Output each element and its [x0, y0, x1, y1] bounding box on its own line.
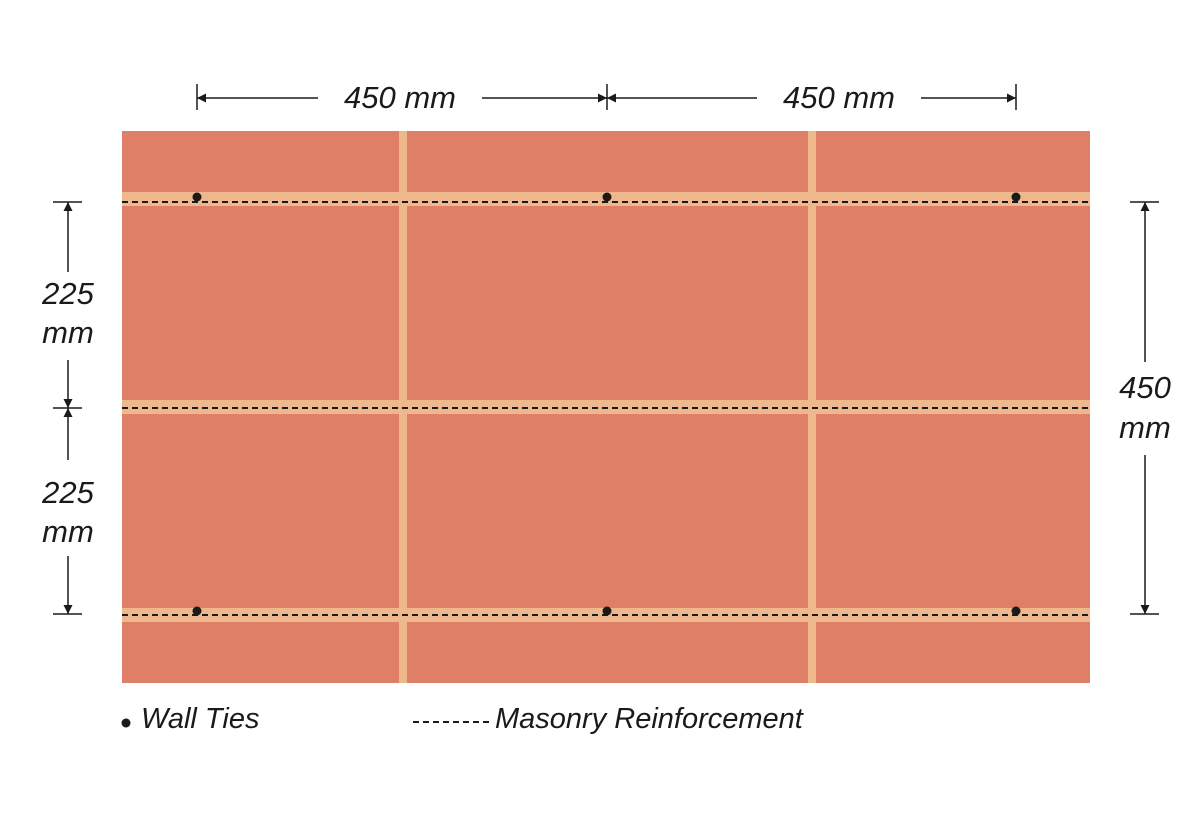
brick: [122, 131, 399, 192]
legend-wall-ties-label: Wall Ties: [141, 703, 259, 735]
brick: [407, 622, 808, 683]
brick: [816, 622, 1090, 683]
wall-ties: [192, 192, 1021, 616]
wall-tie-dot: [192, 606, 202, 616]
top-right-dimension-label: 450 mm: [783, 80, 895, 115]
brick-courses: [122, 131, 1090, 683]
top-dimension-lines: [196, 84, 1017, 110]
wall-tie-dot: [192, 192, 202, 202]
brick: [816, 131, 1090, 192]
wall-tie-dot: [1011, 606, 1021, 616]
wall-tie-dot: [602, 606, 612, 616]
legend: Wall Ties Masonry Reinforcement: [121, 703, 805, 735]
legend-masonry-reinforcement-label: Masonry Reinforcement: [495, 703, 805, 735]
brick: [122, 622, 399, 683]
wall-tie-dot: [1011, 192, 1021, 202]
brick: [816, 414, 1090, 608]
brick: [816, 206, 1090, 400]
right-dimension-lines: [1130, 201, 1159, 615]
brick: [122, 206, 399, 400]
top-left-dimension-label: 450 mm: [344, 80, 456, 115]
left-dimension-lines: [53, 201, 82, 615]
brick: [407, 414, 808, 608]
brick: [407, 131, 808, 192]
brick: [122, 414, 399, 608]
left-upper-dimension-unit: mm: [42, 315, 94, 350]
wall-tie-legend-icon: [121, 718, 131, 728]
left-lower-dimension-unit: mm: [42, 514, 94, 549]
wall-tie-dot: [602, 192, 612, 202]
right-dimension-unit: mm: [1119, 410, 1171, 445]
left-upper-dimension-number: 225: [41, 276, 94, 311]
left-lower-dimension-number: 225: [41, 475, 94, 510]
right-dimension-number: 450: [1119, 370, 1171, 405]
brick: [407, 206, 808, 400]
